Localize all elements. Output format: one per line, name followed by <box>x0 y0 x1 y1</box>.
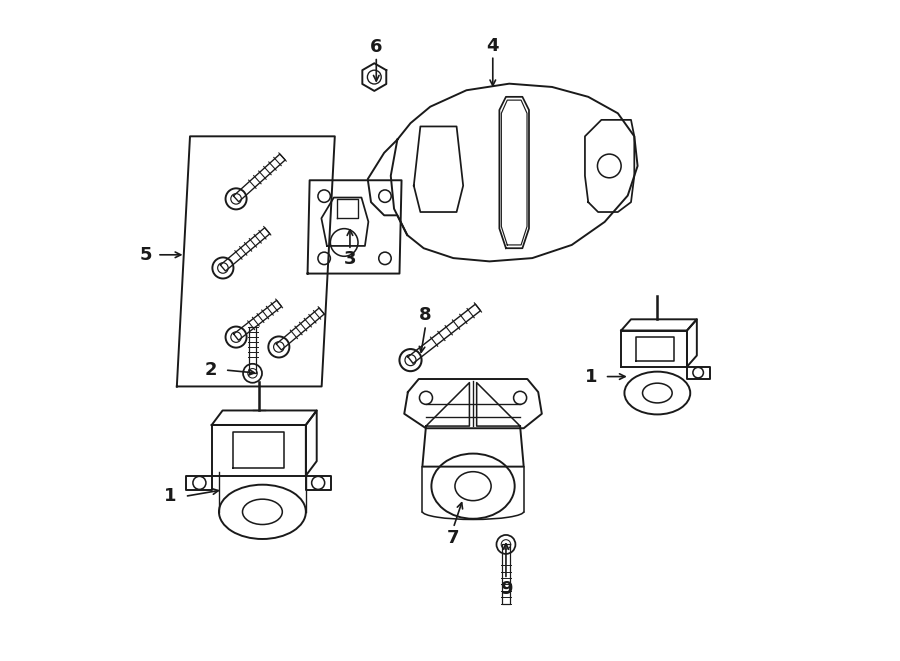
Text: 2: 2 <box>205 361 217 379</box>
Text: 3: 3 <box>344 251 356 268</box>
Text: 1: 1 <box>164 487 176 506</box>
Text: 5: 5 <box>140 246 152 264</box>
Text: 4: 4 <box>487 37 499 55</box>
Text: 6: 6 <box>370 38 382 56</box>
Text: 7: 7 <box>447 529 460 547</box>
Text: 1: 1 <box>585 368 598 385</box>
Text: 9: 9 <box>500 580 512 598</box>
Text: 8: 8 <box>419 306 432 325</box>
